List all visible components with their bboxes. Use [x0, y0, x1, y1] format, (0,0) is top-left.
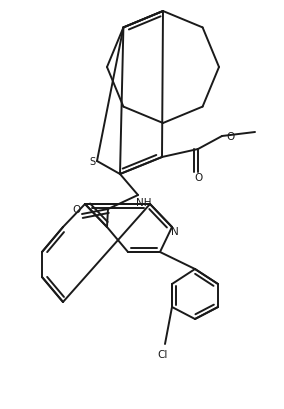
Text: O: O [72, 204, 80, 214]
Text: NH: NH [136, 198, 152, 207]
Text: O: O [194, 173, 202, 182]
Text: O: O [226, 132, 234, 142]
Text: S: S [89, 157, 95, 166]
Text: Cl: Cl [158, 349, 168, 359]
Text: N: N [171, 227, 179, 236]
